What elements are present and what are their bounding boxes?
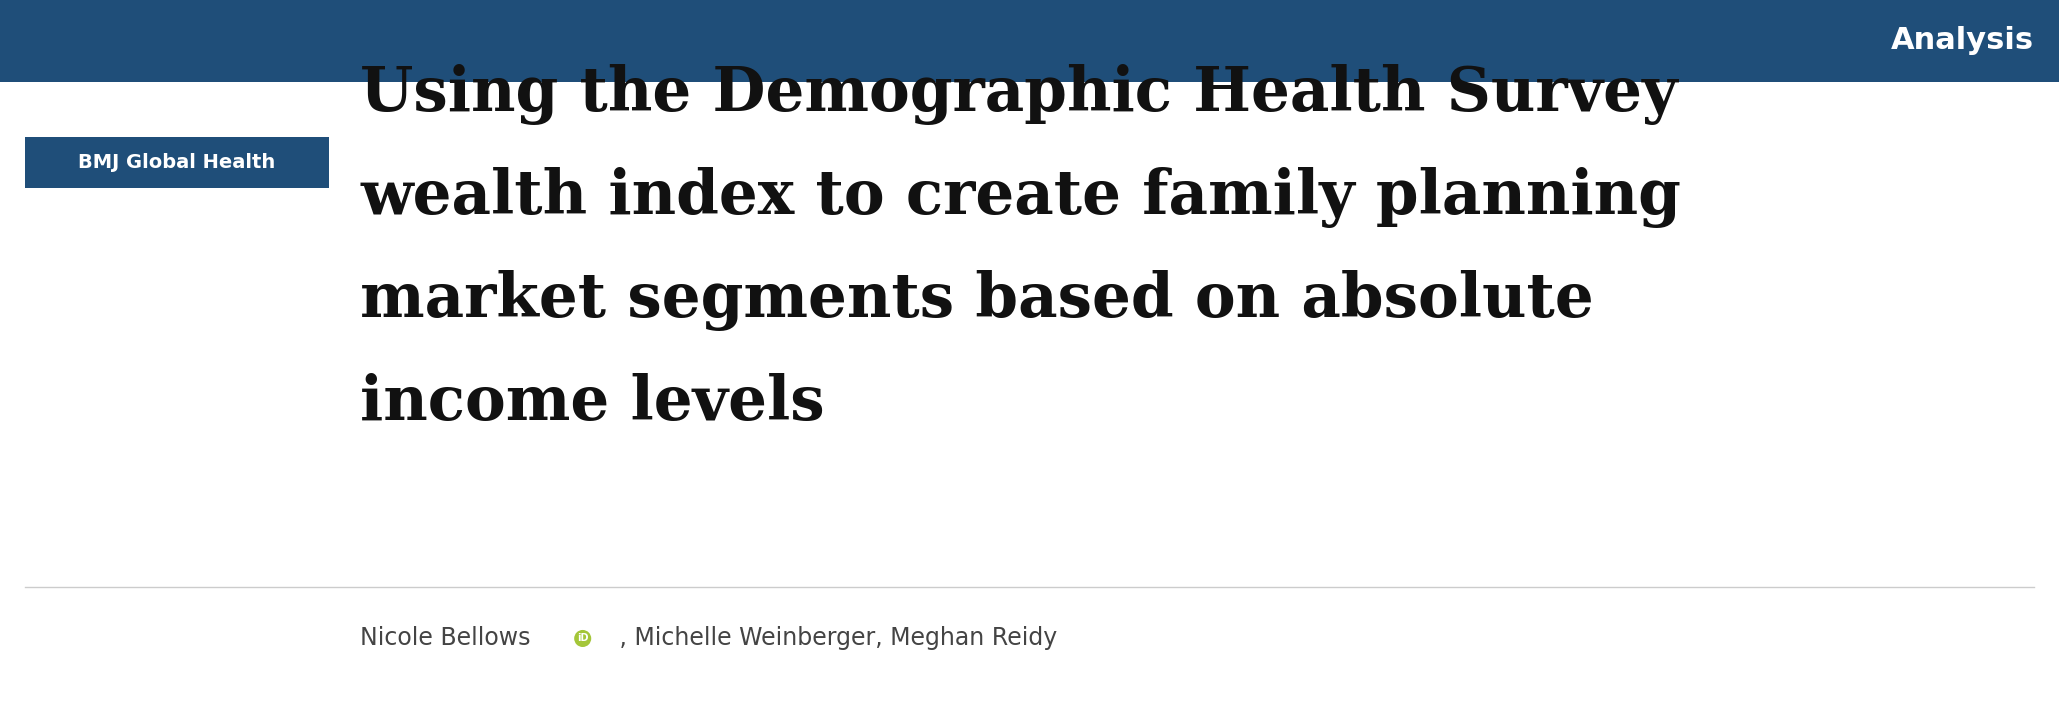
Bar: [25, 137, 329, 188]
Bar: [0, 0, 2059, 82]
Text: Analysis: Analysis: [1890, 26, 2034, 55]
Text: iD: iD: [577, 634, 589, 643]
Text: BMJ Global Health: BMJ Global Health: [78, 153, 276, 172]
Text: income levels: income levels: [360, 373, 826, 433]
Text: wealth index to create family planning: wealth index to create family planning: [360, 167, 1682, 228]
Text: Using the Demographic Health Survey: Using the Demographic Health Survey: [360, 64, 1678, 125]
Text: Nicole Bellows: Nicole Bellows: [360, 626, 531, 650]
Text: market segments based on absolute: market segments based on absolute: [360, 270, 1594, 331]
Text: , Michelle Weinberger, Meghan Reidy: , Michelle Weinberger, Meghan Reidy: [612, 626, 1056, 650]
Ellipse shape: [574, 630, 591, 647]
